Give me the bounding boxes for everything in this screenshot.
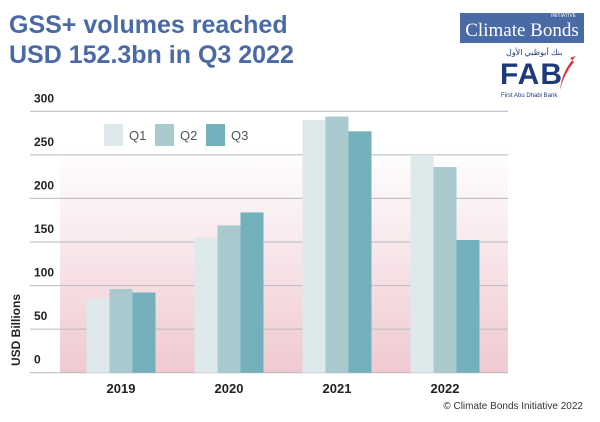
- y-tick-label: 300: [34, 91, 54, 105]
- title-line-2: USD 152.3bn in Q3 2022: [9, 41, 294, 69]
- copyright-credit: © Climate Bonds Initiative 2022: [443, 401, 583, 412]
- y-tick-label: 200: [34, 178, 54, 192]
- fab-logo-arabic: بنك أبوظبي الأول: [506, 48, 563, 57]
- legend-label-q3: Q3: [231, 128, 248, 143]
- bar-q3-2019: [132, 292, 156, 373]
- climate-bonds-logo-small: INITIATIVE: [551, 13, 576, 19]
- x-tick-label: 2022: [431, 381, 460, 396]
- legend-label-q2: Q2: [180, 128, 197, 143]
- bar-q2-2022: [433, 167, 457, 373]
- bar-q3-2021: [348, 131, 372, 373]
- bar-q3-2020: [240, 212, 264, 373]
- fab-arrow-icon: [560, 56, 576, 90]
- legend-swatch-q1: [104, 124, 123, 146]
- climate-bonds-logo: INITIATIVE Climate Bonds: [460, 13, 584, 43]
- x-tick-label: 2020: [215, 381, 244, 396]
- bar-q1-2020: [194, 237, 218, 373]
- legend-swatch-q2: [155, 124, 174, 146]
- bar-q1-2021: [302, 120, 326, 373]
- fab-logo: بنك أبوظبي الأول FAB First Abu Dhabi Ban…: [500, 48, 580, 104]
- bar-q1-2019: [86, 298, 110, 373]
- legend-swatch-q3: [206, 124, 225, 146]
- chart-title: GSS+ volumes reached USD 152.3bn in Q3 20…: [9, 10, 294, 70]
- x-tick-label: 2021: [323, 381, 352, 396]
- y-axis-label: USD Billions: [9, 294, 23, 366]
- y-tick-label: 250: [34, 135, 54, 149]
- y-tick-label: 100: [34, 266, 54, 280]
- climate-bonds-logo-text: Climate Bonds: [465, 20, 579, 41]
- x-tick-label: 2019: [107, 381, 136, 396]
- legend-label-q1: Q1: [129, 128, 146, 143]
- y-tick-label: 0: [34, 353, 41, 367]
- bar-q3-2022: [456, 239, 480, 373]
- bar-q2-2021: [325, 116, 349, 373]
- bar-q1-2022: [410, 154, 434, 373]
- bar-q2-2019: [109, 289, 133, 373]
- fab-logo-subtitle: First Abu Dhabi Bank: [501, 93, 558, 99]
- y-tick-label: 50: [34, 309, 48, 323]
- title-line-1: GSS+ volumes reached: [9, 11, 288, 39]
- fab-logo-text: FAB: [500, 58, 563, 91]
- y-tick-label: 150: [34, 222, 54, 236]
- bar-q2-2020: [217, 225, 241, 373]
